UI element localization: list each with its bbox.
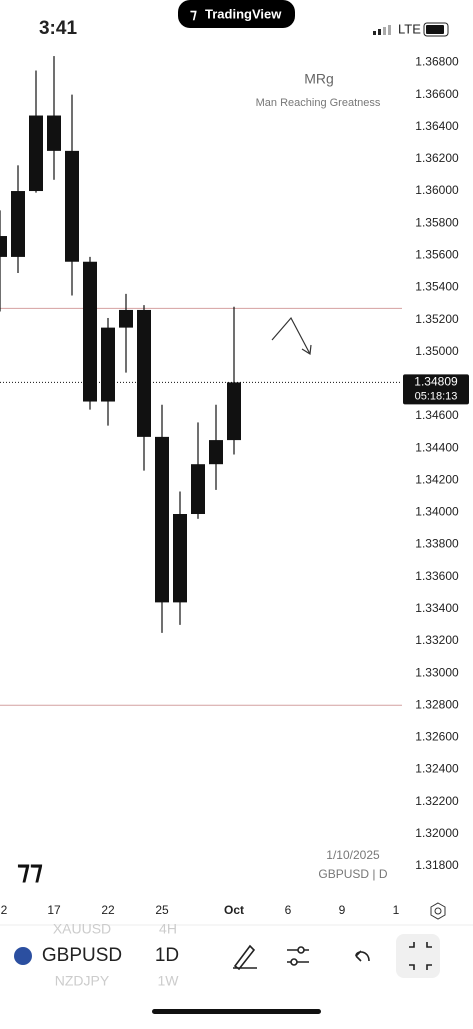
undo[interactable]	[355, 950, 370, 962]
y-tick-label: 1.34200	[415, 472, 459, 486]
settings-dot	[434, 907, 442, 915]
app-pill	[178, 0, 295, 28]
y-tick-label: 1.35400	[415, 280, 459, 294]
home-indicator	[152, 1009, 321, 1014]
candle-body	[0, 236, 7, 257]
tv-logo: ⁊⁊	[17, 855, 43, 885]
candle-body	[11, 191, 25, 257]
last-price-box	[403, 374, 469, 405]
candle-body	[137, 309, 151, 437]
y-tick-label: 1.32800	[415, 697, 459, 711]
y-tick-label: 1.36400	[415, 119, 459, 133]
x-tick-label: 17	[47, 903, 61, 917]
interval[interactable]: 1D	[155, 945, 179, 966]
y-tick-label: 1.32000	[415, 826, 459, 840]
candle-body	[155, 436, 169, 603]
x-tick-label: 2	[1, 903, 8, 917]
app-name: TradingView	[205, 6, 282, 21]
y-tick-label: 1.35600	[415, 247, 459, 261]
indicator-subtitle: Man Reaching Greatness	[256, 97, 381, 109]
settings-icon[interactable]	[430, 902, 446, 920]
network: LTE	[398, 21, 421, 36]
y-tick-label: 1.32200	[415, 794, 459, 808]
y-tick-label: 1.32400	[415, 762, 459, 776]
candle-body	[101, 327, 115, 402]
clock: 3:41	[39, 18, 77, 39]
chart-date: 1/10/2025	[326, 848, 380, 862]
fullscreen-btn[interactable]	[396, 934, 440, 978]
y-tick-label: 1.35000	[415, 344, 459, 358]
candle-body	[227, 382, 241, 441]
x-tick-label: 6	[285, 903, 292, 917]
draw-tool[interactable]	[233, 944, 257, 971]
collapse-icon	[409, 942, 432, 970]
candle-body	[83, 261, 97, 402]
candle-body	[65, 150, 79, 262]
y-tick-label: 1.35200	[415, 312, 459, 326]
chart-symbol: GBPUSD | D	[318, 867, 387, 881]
y-tick-label: 1.32600	[415, 730, 459, 744]
symbol[interactable]: GBPUSD	[42, 945, 122, 966]
y-tick-label: 1.36600	[415, 87, 459, 101]
y-tick-label: 1.34400	[415, 440, 459, 454]
drawn-arrow	[271, 316, 311, 355]
prev-interval: 4H	[159, 921, 177, 937]
y-tick-label: 1.33600	[415, 569, 459, 583]
candle-body	[209, 440, 223, 465]
candle-body	[29, 115, 43, 192]
countdown: 05:18:13	[415, 390, 458, 402]
chart: 1.36800 1.36600 1.36400 1.36200 1.36000 1.358…	[0, 55, 469, 917]
last-price-label: 1.34809	[414, 375, 458, 389]
candle-body	[173, 514, 187, 603]
x-tick-label: 1	[393, 903, 400, 917]
signal	[373, 25, 391, 35]
x-tick-label: Oct	[224, 903, 244, 917]
battery-level	[426, 25, 444, 34]
arrow-head	[301, 344, 312, 356]
y-tick-label: 1.33200	[415, 633, 459, 647]
x-tick-label: 25	[155, 903, 169, 917]
next-symbol: NZDJPY	[55, 973, 110, 989]
y-tick-label: 1.36200	[415, 151, 459, 165]
y-tick-label: 1.33000	[415, 665, 459, 679]
y-tick-label: 1.34000	[415, 505, 459, 519]
x-tick-label: 22	[101, 903, 115, 917]
y-tick-label: 1.34600	[415, 408, 459, 422]
indicator-title: MRg	[304, 71, 334, 87]
y-tick-label: 1.31800	[415, 858, 459, 872]
battery	[423, 22, 449, 37]
y-tick-label: 1.33800	[415, 537, 459, 551]
next-interval: 1W	[158, 973, 180, 989]
candle-body	[191, 464, 205, 515]
y-tick-label: 1.36800	[415, 55, 459, 69]
logo-mark: ⁊	[190, 6, 197, 22]
y-tick-label: 1.33400	[415, 601, 459, 615]
candle-body	[47, 115, 61, 151]
prev-symbol: XAUUSD	[53, 921, 111, 937]
x-tick-label: 9	[339, 903, 346, 917]
indicators-tool[interactable]	[287, 946, 309, 966]
y-tick-label: 1.36000	[415, 183, 459, 197]
candle-body	[119, 309, 133, 328]
flag-icon	[14, 947, 32, 965]
y-tick-label: 1.35800	[415, 215, 459, 229]
